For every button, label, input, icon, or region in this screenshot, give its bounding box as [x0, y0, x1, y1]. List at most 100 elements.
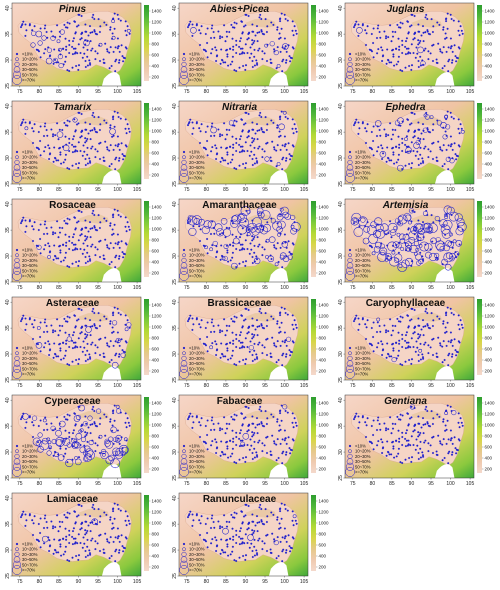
site-marker — [405, 257, 414, 267]
site-marker — [111, 35, 116, 40]
site-marker — [451, 410, 457, 416]
x-tick-label: 85 — [56, 579, 62, 585]
site-marker — [279, 507, 282, 510]
site-marker — [276, 340, 279, 343]
site-marker — [227, 260, 230, 263]
site-marker — [189, 20, 192, 23]
site-marker — [114, 560, 117, 563]
legend-label: >=70% — [22, 274, 36, 279]
legend-label: 30~50% — [22, 361, 38, 366]
site-marker — [64, 135, 67, 138]
x-tick-label: 90 — [409, 285, 415, 291]
map-panel-gentiana: Gentiana 25 30 35 40 75 80 85 90 95 100 105 1400 1200… — [333, 392, 497, 490]
site-marker — [366, 319, 369, 322]
x-tick-label: 95 — [262, 187, 268, 193]
site-marker — [269, 551, 272, 554]
site-marker — [376, 419, 379, 422]
site-marker — [71, 543, 74, 546]
y-tick-label: 25 — [172, 279, 178, 285]
site-marker — [417, 59, 420, 62]
x-tick-label: 95 — [95, 187, 101, 193]
x-tick-label: 95 — [95, 285, 101, 291]
site-marker — [270, 21, 273, 24]
colorbar-tick-label: 600 — [152, 543, 160, 548]
colorbar-tick-label: 1000 — [485, 31, 496, 36]
site-circles — [353, 306, 464, 367]
site-marker — [391, 440, 394, 443]
site-marker — [278, 130, 281, 133]
x-tick-label: 105 — [300, 285, 309, 291]
site-marker — [241, 247, 244, 250]
colorbar-tick-label: 200 — [485, 75, 493, 80]
site-marker — [381, 55, 384, 58]
site-marker — [66, 511, 69, 514]
site-marker — [118, 353, 121, 356]
site-marker — [114, 242, 117, 245]
site-marker — [235, 512, 238, 515]
site-marker — [89, 227, 92, 230]
colorbar-tick-label: 800 — [152, 42, 160, 47]
y-tick-label: 40 — [338, 201, 344, 207]
site-marker — [371, 251, 376, 256]
site-marker — [289, 60, 292, 63]
colorbar-tick-label: 200 — [485, 271, 493, 276]
site-marker — [258, 521, 261, 524]
site-marker — [378, 325, 381, 328]
site-marker — [409, 346, 412, 349]
site-marker — [276, 242, 279, 245]
site-marker — [417, 422, 420, 425]
site-marker — [92, 209, 95, 212]
site-marker — [409, 444, 412, 447]
site-marker — [232, 339, 235, 342]
site-marker — [385, 133, 388, 136]
site-marker — [357, 415, 360, 418]
site-marker — [257, 49, 260, 52]
site-marker — [251, 359, 254, 362]
legend-label: >=70% — [355, 274, 369, 279]
site-marker — [457, 340, 460, 343]
site-marker — [428, 327, 431, 330]
site-marker — [108, 247, 111, 250]
legend-label: 10~20% — [355, 449, 371, 454]
site-marker — [364, 421, 367, 424]
site-marker — [295, 424, 298, 427]
site-marker — [235, 137, 238, 140]
site-marker — [75, 414, 82, 420]
site-marker — [53, 254, 56, 257]
site-marker — [123, 437, 128, 442]
site-marker — [82, 536, 85, 539]
site-marker — [355, 118, 358, 121]
site-marker — [407, 51, 410, 54]
site-marker — [50, 520, 53, 523]
site-marker — [372, 448, 375, 451]
site-marker — [119, 117, 122, 120]
site-marker — [285, 353, 288, 356]
site-marker — [406, 412, 409, 415]
y-tick-label: 30 — [338, 449, 344, 455]
site-marker — [71, 334, 74, 337]
site-marker — [71, 530, 74, 533]
site-marker — [408, 319, 411, 322]
site-marker — [244, 264, 247, 267]
site-marker — [455, 452, 458, 455]
site-marker — [112, 330, 115, 333]
site-marker — [92, 503, 95, 506]
site-marker — [269, 159, 272, 162]
site-marker — [116, 537, 119, 540]
site-marker — [437, 42, 440, 45]
site-marker — [268, 236, 276, 243]
site-marker — [408, 208, 415, 214]
site-marker — [252, 217, 262, 227]
x-tick-label: 80 — [37, 285, 43, 291]
site-marker — [379, 243, 385, 249]
site-marker — [226, 445, 229, 448]
site-marker — [432, 221, 435, 224]
site-marker — [88, 255, 91, 258]
site-marker — [47, 255, 51, 259]
site-marker — [256, 423, 259, 426]
site-marker — [281, 241, 289, 248]
site-marker — [198, 127, 201, 130]
site-marker — [450, 116, 453, 119]
site-marker — [192, 225, 195, 228]
site-marker — [395, 357, 398, 360]
